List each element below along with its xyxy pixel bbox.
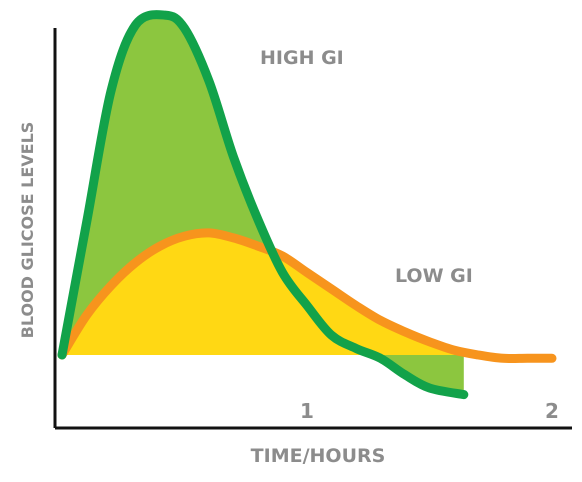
low-gi-area	[62, 232, 552, 359]
series-label-low-gi: LOW GI	[395, 265, 473, 287]
plot-area	[57, 10, 557, 400]
y-axis-label: BLOOD GLICOSE LEVELS	[18, 122, 37, 339]
series-label-high-gi: HIGH GI	[260, 47, 344, 69]
x-tick-label: 1	[300, 399, 314, 423]
high-gi-line	[57, 10, 469, 400]
x-tick-label: 2	[545, 399, 559, 423]
low-gi-line	[57, 228, 557, 364]
x-axis-label: TIME/HOURS	[251, 445, 386, 467]
